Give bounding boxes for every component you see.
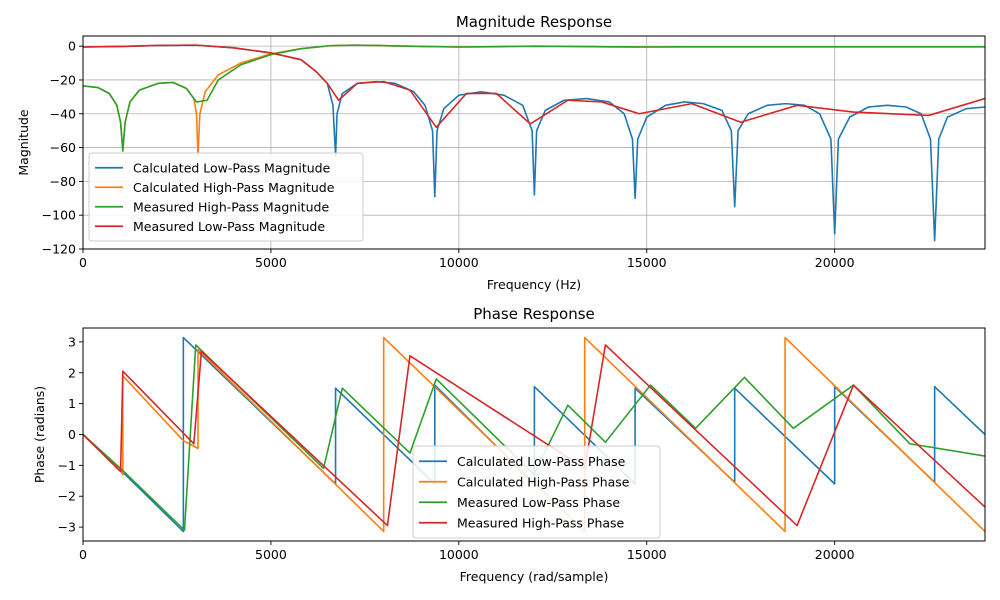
legend-label-3: Measured High-Pass Magnitude — [133, 199, 329, 214]
y-tick-label: −3 — [58, 520, 76, 535]
y-axis-label: Magnitude — [16, 109, 31, 176]
x-tick-label: 20000 — [815, 547, 855, 562]
legend: Calculated Low-Pass Magnitude Calculated … — [88, 152, 364, 242]
y-tick-label: −40 — [50, 106, 76, 121]
series-line-3 — [83, 44, 985, 152]
series-line-1 — [83, 44, 985, 242]
y-tick-label: −20 — [50, 72, 76, 87]
legend: Calculated Low-Pass Phase Calculated High… — [412, 445, 661, 539]
x-tick-label: 5000 — [255, 255, 287, 270]
legend-label-1: Calculated Low-Pass Magnitude — [133, 160, 331, 175]
y-tick-label: −2 — [58, 489, 76, 504]
y-tick-label: −120 — [42, 242, 76, 257]
x-tick-label: 15000 — [627, 255, 667, 270]
legend-label-4: Measured Low-Pass Magnitude — [133, 219, 325, 234]
y-tick-label: −100 — [42, 208, 76, 223]
y-tick-label: −60 — [50, 140, 76, 155]
legend-label-2: Calculated High-Pass Phase — [457, 474, 630, 489]
series-line-2 — [83, 336, 985, 533]
series-line-4 — [83, 344, 985, 527]
chart-title: Phase Response — [473, 305, 595, 323]
y-tick-label: −80 — [50, 174, 76, 189]
x-tick-label: 20000 — [815, 255, 855, 270]
series-line-4 — [83, 44, 985, 129]
series-line-3 — [83, 344, 985, 531]
y-axis-label: Phase (radians) — [32, 386, 47, 483]
y-tick-label: −1 — [58, 458, 76, 473]
legend-box — [412, 445, 661, 539]
series-group — [83, 336, 985, 533]
y-tick-label: 0 — [68, 39, 76, 54]
x-axis-label: Frequency (Hz) — [487, 277, 581, 292]
series-line-2 — [83, 44, 985, 157]
legend-label-2: Calculated High-Pass Magnitude — [133, 180, 335, 195]
x-tick-label: 5000 — [255, 547, 287, 562]
x-tick-label: 10000 — [439, 547, 479, 562]
legend-label-4: Measured High-Pass Phase — [457, 515, 625, 530]
x-tick-label: 0 — [79, 255, 87, 270]
y-tick-label: 0 — [68, 427, 76, 442]
y-tick-label: 3 — [68, 334, 76, 349]
axes-frame — [82, 35, 986, 250]
legend-box — [88, 152, 364, 242]
x-tick-label: 10000 — [439, 255, 479, 270]
y-tick-label: 2 — [68, 365, 76, 380]
x-tick-label: 15000 — [627, 547, 667, 562]
legend-label-1: Calculated Low-Pass Phase — [457, 454, 626, 469]
y-tick-label: 1 — [68, 396, 76, 411]
chart-panel-1: 0 5000 10000 15000 20000 0 −20 −40 −60 −80 −100 −12… — [16, 13, 986, 292]
chart-panel-2: 0 5000 10000 15000 20000 3 2 1 0 −1 −2 −3 Phase Resp… — [32, 305, 986, 584]
x-axis-label: Frequency (rad/sample) — [460, 569, 609, 584]
chart-title: Magnitude Response — [456, 13, 612, 31]
x-tick-label: 0 — [79, 547, 87, 562]
series-group — [83, 44, 985, 242]
legend-label-3: Measured Low-Pass Phase — [457, 495, 620, 510]
